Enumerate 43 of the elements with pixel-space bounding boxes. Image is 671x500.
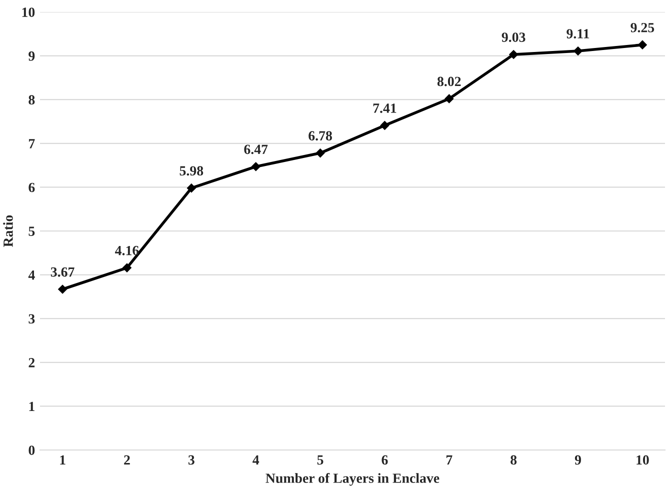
x-tick-label: 4 <box>252 455 260 464</box>
x-tick-label: 8 <box>510 455 517 465</box>
x-tick-label: 10 <box>636 455 649 465</box>
point <box>58 284 67 294</box>
data-label: 8.02 <box>437 76 461 86</box>
y-tick-label: 3 <box>28 314 35 324</box>
point <box>186 184 196 193</box>
x-axis-title: Number of Layers in Enclave <box>266 473 440 486</box>
point <box>122 263 132 272</box>
point <box>444 94 454 104</box>
x-tick-label: 1 <box>60 455 66 464</box>
data-label: 9.25 <box>630 22 654 32</box>
point <box>251 162 260 172</box>
data-label: 4.16 <box>115 246 139 256</box>
x-tick-label: 3 <box>188 455 194 465</box>
y-tick-label: 1 <box>29 402 34 412</box>
y-tick-label: 7 <box>28 139 35 148</box>
y-tick-label: 5 <box>28 226 35 236</box>
y-tick-label: 2 <box>28 358 35 368</box>
point <box>316 148 325 158</box>
x-tick-label: 5 <box>317 455 324 465</box>
y-tick-label: 10 <box>22 8 35 17</box>
data-label: 5.98 <box>180 166 204 176</box>
data-label: 7.41 <box>373 104 396 113</box>
y-axis-title: Ratio <box>3 215 13 247</box>
y-tick-label: 6 <box>28 182 35 192</box>
point <box>380 120 390 130</box>
point <box>574 46 582 56</box>
x-tick-label: 7 <box>446 455 452 464</box>
x-tick-label: 6 <box>382 455 388 465</box>
x-tick-label: 9 <box>574 455 581 465</box>
y-tick-label: 4 <box>28 270 35 280</box>
data-label: 9.11 <box>566 29 590 38</box>
point <box>638 40 647 50</box>
y-tick-label: 8 <box>28 95 35 105</box>
data-label: 6.47 <box>244 144 268 154</box>
x-tick-label: 2 <box>124 455 130 464</box>
data-label: 3.67 <box>50 267 74 277</box>
point <box>509 50 518 59</box>
y-tick-label: 9 <box>28 51 35 61</box>
y-tick-label: 0 <box>28 446 35 455</box>
data-label: 9.03 <box>502 32 526 42</box>
data-label: 6.78 <box>308 131 332 141</box>
